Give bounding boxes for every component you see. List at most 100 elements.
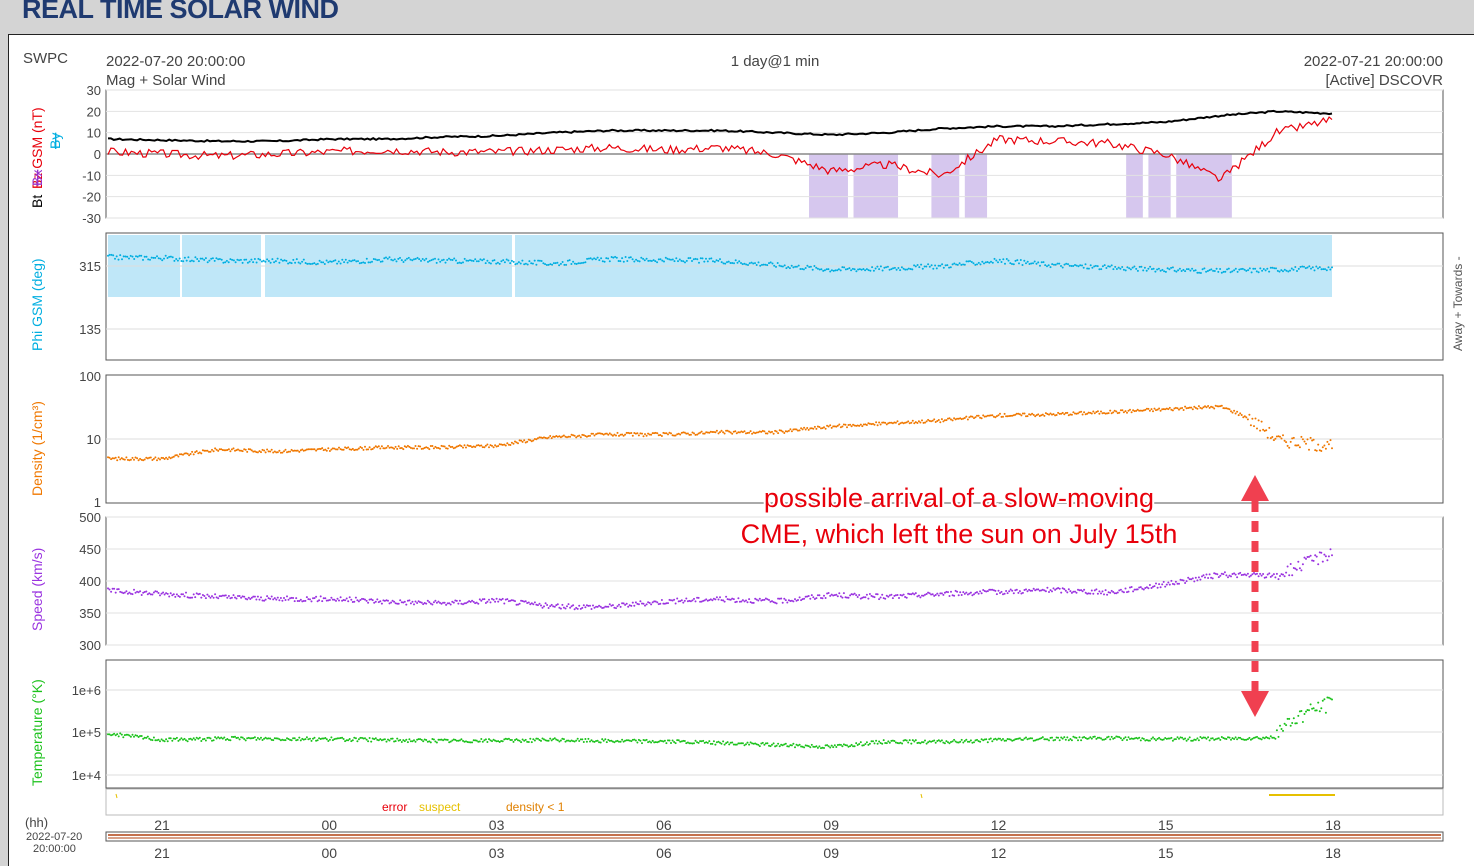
temperature-point bbox=[641, 742, 643, 745]
density-point bbox=[518, 439, 521, 442]
temperature-point bbox=[1326, 696, 1329, 699]
temperature-point bbox=[916, 742, 919, 744]
temperature-point bbox=[890, 739, 893, 742]
phi-point bbox=[764, 263, 767, 266]
temperature-point bbox=[477, 740, 480, 743]
speed-point bbox=[400, 601, 403, 604]
speed-point bbox=[1148, 584, 1151, 586]
speed-point bbox=[246, 598, 249, 601]
density-point bbox=[148, 456, 151, 459]
phi-point bbox=[647, 259, 650, 262]
density-point bbox=[417, 445, 420, 448]
temperature-point bbox=[1230, 738, 1232, 741]
temperature-point bbox=[1095, 737, 1098, 740]
density-point bbox=[255, 451, 258, 454]
speed-point bbox=[948, 595, 951, 597]
temperature-point bbox=[1037, 738, 1040, 741]
phi-point bbox=[1255, 270, 1258, 273]
phi-point bbox=[610, 256, 613, 258]
density-point bbox=[752, 431, 755, 434]
density-point bbox=[543, 436, 545, 439]
density-point bbox=[740, 430, 743, 433]
phi-point bbox=[762, 263, 765, 266]
temperature-point bbox=[475, 739, 478, 742]
phi-point bbox=[325, 259, 328, 262]
phi-point bbox=[1229, 271, 1232, 274]
temperature-point bbox=[299, 739, 302, 742]
density-point bbox=[307, 448, 310, 451]
temperature-point bbox=[385, 740, 388, 743]
density-point bbox=[230, 448, 233, 451]
temperature-point bbox=[449, 740, 452, 743]
speed-point bbox=[250, 596, 253, 599]
speed-point bbox=[1321, 560, 1324, 563]
temperature-point bbox=[383, 738, 386, 741]
speed-point bbox=[1038, 589, 1041, 592]
speed-point bbox=[411, 600, 414, 603]
phi-point bbox=[857, 268, 860, 271]
temperature-point bbox=[1167, 737, 1170, 740]
density-point bbox=[599, 432, 602, 435]
speed-point bbox=[1031, 589, 1034, 592]
speed-point bbox=[1005, 590, 1008, 592]
temperature-point bbox=[1106, 736, 1109, 739]
speed-point bbox=[177, 595, 180, 597]
phi-point bbox=[1241, 267, 1244, 270]
temperature-point bbox=[576, 737, 579, 740]
density-point bbox=[449, 446, 452, 448]
temperature-point bbox=[1257, 737, 1260, 740]
temperature-point bbox=[976, 738, 978, 741]
density-point bbox=[549, 435, 552, 437]
phi-point bbox=[806, 264, 809, 267]
phi-point bbox=[712, 260, 714, 263]
temperature-point bbox=[884, 742, 887, 744]
density-point bbox=[1283, 439, 1286, 442]
density-point bbox=[1110, 412, 1113, 415]
phi-point bbox=[914, 265, 917, 268]
density-point bbox=[1292, 436, 1295, 439]
speed-point bbox=[689, 600, 692, 603]
speed-point bbox=[694, 600, 697, 603]
speed-gridlines bbox=[106, 516, 1443, 646]
phi-point bbox=[1173, 269, 1176, 272]
speed-point bbox=[1057, 587, 1060, 589]
phi-point bbox=[470, 259, 473, 262]
density-point bbox=[1231, 411, 1234, 414]
temperature-point bbox=[439, 738, 441, 741]
density-point bbox=[429, 445, 432, 447]
speed-point bbox=[590, 608, 593, 610]
temperature-point bbox=[278, 738, 281, 741]
density-point bbox=[1156, 408, 1159, 411]
phi-point bbox=[232, 259, 235, 262]
phi-point bbox=[535, 263, 538, 266]
temperature-point bbox=[1184, 737, 1187, 740]
temperature-point bbox=[348, 738, 351, 740]
phi-point bbox=[393, 258, 396, 261]
phi-point bbox=[1072, 265, 1075, 267]
phi-point bbox=[1313, 269, 1316, 272]
speed-point bbox=[359, 599, 362, 601]
phi-point bbox=[563, 263, 566, 266]
phi-point bbox=[1136, 269, 1139, 272]
temperature-point bbox=[1294, 722, 1297, 725]
phi-point bbox=[766, 264, 769, 267]
temperature-point bbox=[1329, 697, 1332, 700]
temperature-point bbox=[238, 738, 241, 741]
phi-point bbox=[911, 268, 914, 271]
temperature-point bbox=[1061, 737, 1064, 740]
speed-point bbox=[836, 595, 839, 598]
temperature-point bbox=[748, 743, 751, 746]
phi-point bbox=[1108, 265, 1111, 268]
temperature-point bbox=[529, 737, 532, 740]
density-point bbox=[943, 419, 946, 422]
speed-point bbox=[1060, 591, 1063, 594]
density-point bbox=[700, 430, 703, 433]
density-point bbox=[821, 427, 824, 430]
phi-point bbox=[204, 257, 207, 260]
density-point bbox=[336, 448, 339, 451]
away-towards-label: Away + Towards - bbox=[1451, 256, 1465, 351]
temperature-point bbox=[197, 737, 200, 740]
phi-point bbox=[1138, 265, 1141, 268]
speed-point bbox=[402, 601, 405, 604]
